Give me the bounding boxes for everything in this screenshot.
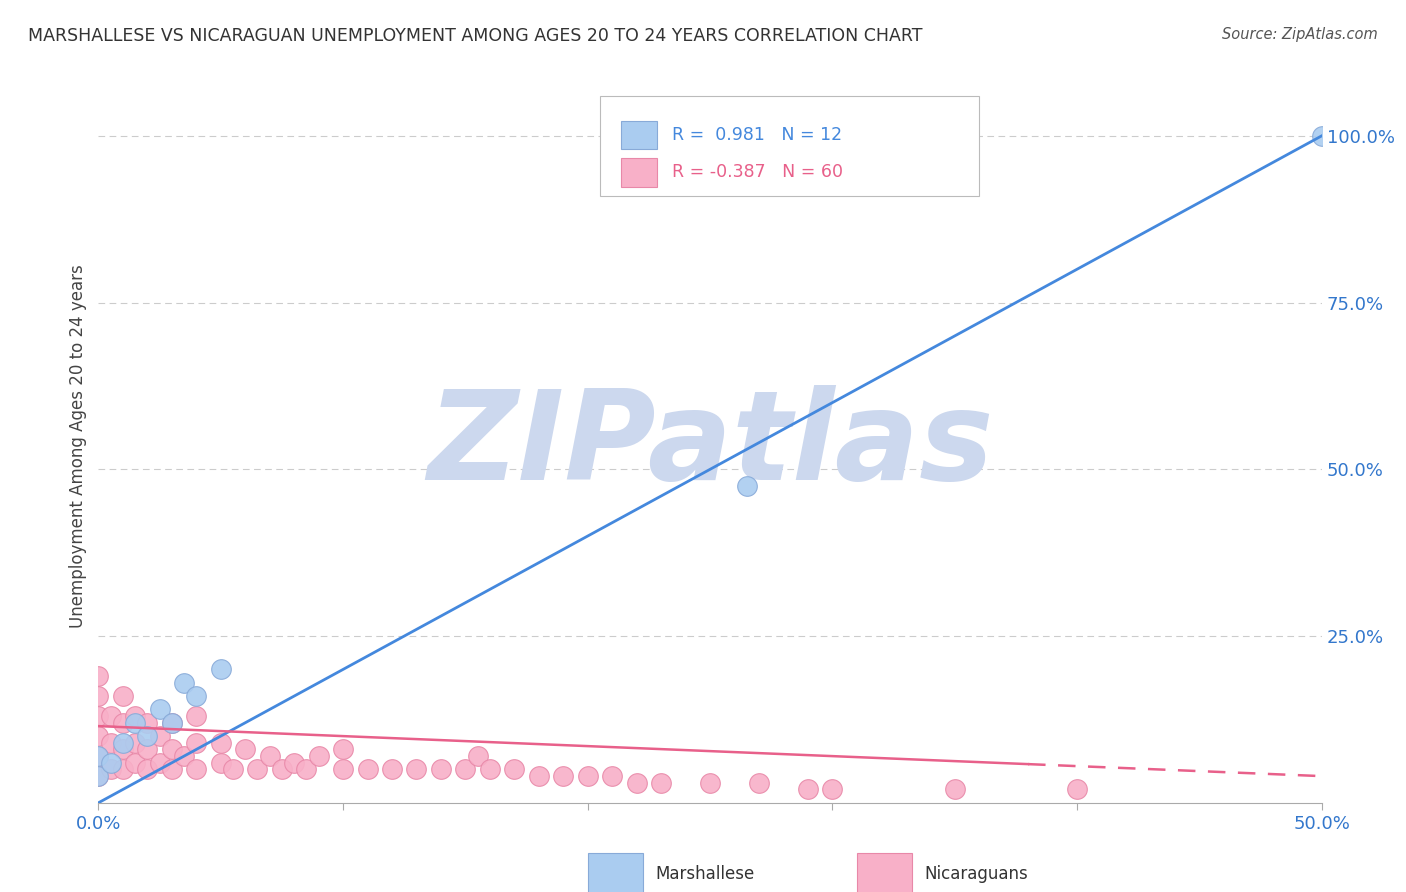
Point	[270, 763, 294, 777]
Point	[111, 742, 134, 756]
Point	[186, 736, 208, 750]
Point	[222, 763, 245, 777]
Point	[430, 763, 453, 777]
Point	[650, 776, 672, 790]
Point	[111, 736, 134, 750]
Point	[295, 763, 318, 777]
Point	[87, 769, 110, 783]
Point	[160, 715, 183, 730]
Point	[136, 729, 159, 743]
Point	[111, 715, 134, 730]
Point	[454, 763, 477, 777]
Point	[111, 689, 134, 703]
Point	[160, 742, 183, 756]
Text: R =  0.981   N = 12: R = 0.981 N = 12	[672, 126, 842, 145]
Point	[160, 715, 183, 730]
Point	[186, 689, 208, 703]
Point	[332, 763, 354, 777]
Point	[356, 763, 378, 777]
Point	[87, 669, 110, 683]
Point	[124, 756, 146, 770]
Y-axis label: Unemployment Among Ages 20 to 24 years: Unemployment Among Ages 20 to 24 years	[69, 264, 87, 628]
Point	[87, 769, 110, 783]
Text: R = -0.387   N = 60: R = -0.387 N = 60	[672, 163, 844, 181]
Point	[332, 742, 354, 756]
Point	[209, 756, 232, 770]
Point	[821, 782, 844, 797]
Text: Marshallese: Marshallese	[655, 865, 754, 883]
Point	[87, 749, 110, 764]
Point	[259, 749, 281, 764]
Point	[503, 763, 526, 777]
Point	[173, 675, 195, 690]
Point	[124, 709, 146, 723]
Point	[100, 736, 122, 750]
Point	[149, 756, 172, 770]
Point	[576, 769, 599, 783]
Point	[467, 749, 489, 764]
Point	[124, 736, 146, 750]
FancyBboxPatch shape	[588, 853, 643, 892]
Point	[160, 763, 183, 777]
FancyBboxPatch shape	[600, 96, 979, 196]
Point	[186, 763, 208, 777]
Point	[111, 763, 134, 777]
Point	[149, 729, 172, 743]
Text: MARSHALLESE VS NICARAGUAN UNEMPLOYMENT AMONG AGES 20 TO 24 YEARS CORRELATION CHA: MARSHALLESE VS NICARAGUAN UNEMPLOYMENT A…	[28, 27, 922, 45]
Point	[735, 479, 758, 493]
Point	[943, 782, 966, 797]
Point	[87, 709, 110, 723]
Point	[209, 662, 232, 676]
Point	[87, 749, 110, 764]
Text: Nicaraguans: Nicaraguans	[924, 865, 1028, 883]
Point	[748, 776, 770, 790]
Point	[124, 715, 146, 730]
Text: ZIPatlas: ZIPatlas	[427, 385, 993, 507]
Point	[173, 749, 195, 764]
Point	[149, 702, 172, 716]
Point	[100, 763, 122, 777]
FancyBboxPatch shape	[856, 853, 912, 892]
Point	[100, 756, 122, 770]
Point	[87, 689, 110, 703]
Point	[308, 749, 330, 764]
Point	[246, 763, 269, 777]
Point	[136, 742, 159, 756]
Point	[600, 769, 623, 783]
Point	[233, 742, 256, 756]
Point	[1310, 128, 1333, 143]
Point	[553, 769, 575, 783]
FancyBboxPatch shape	[620, 121, 658, 150]
Point	[136, 715, 159, 730]
Point	[87, 729, 110, 743]
Point	[478, 763, 501, 777]
Point	[100, 709, 122, 723]
Point	[405, 763, 427, 777]
Point	[527, 769, 550, 783]
Point	[283, 756, 305, 770]
Point	[1066, 782, 1088, 797]
Point	[797, 782, 820, 797]
Point	[186, 709, 208, 723]
Point	[699, 776, 721, 790]
Point	[626, 776, 648, 790]
Point	[381, 763, 404, 777]
Text: Source: ZipAtlas.com: Source: ZipAtlas.com	[1222, 27, 1378, 42]
Point	[136, 763, 159, 777]
FancyBboxPatch shape	[620, 158, 658, 186]
Point	[209, 736, 232, 750]
